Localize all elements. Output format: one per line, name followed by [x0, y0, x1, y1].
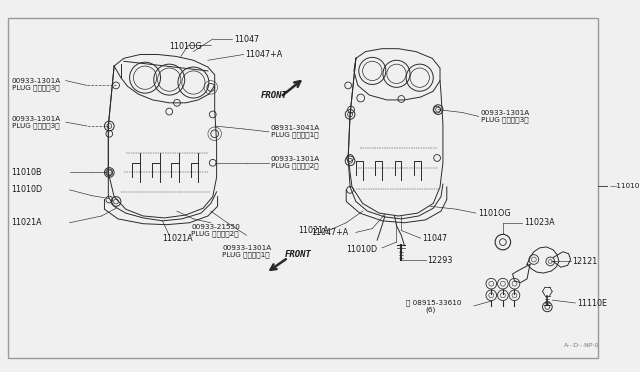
Text: 11047: 11047: [234, 35, 259, 44]
Text: 11047+A: 11047+A: [312, 228, 349, 237]
Text: 11010B: 11010B: [12, 168, 42, 177]
Text: 11047: 11047: [422, 234, 448, 243]
Text: 00933-21550: 00933-21550: [191, 224, 241, 230]
Text: FRONT: FRONT: [285, 250, 312, 259]
Text: 11110E: 11110E: [577, 298, 607, 308]
Text: PLUG プラグ（3）: PLUG プラグ（3）: [12, 84, 60, 91]
Text: 11010D: 11010D: [12, 185, 43, 194]
Text: 11021A: 11021A: [163, 234, 193, 243]
Text: PLUG プラグ（3）: PLUG プラグ（3）: [12, 123, 60, 129]
Text: PLUG プラグ（1）: PLUG プラグ（1）: [271, 131, 319, 138]
Text: PLUG プラグ（1）: PLUG プラグ（1）: [223, 251, 270, 258]
Text: —11010: —11010: [609, 183, 639, 189]
Text: 12121: 12121: [573, 257, 598, 266]
Text: 00933-1301A: 00933-1301A: [481, 109, 530, 115]
Text: 11023A: 11023A: [524, 218, 555, 227]
Text: FRONT: FRONT: [261, 91, 288, 100]
Text: 12293: 12293: [428, 256, 453, 265]
Text: 1101OG: 1101OG: [169, 42, 202, 51]
Text: (6): (6): [426, 307, 436, 313]
Text: PLUG プラグ（2）: PLUG プラグ（2）: [191, 230, 239, 237]
Text: PLUG プラグ（2）: PLUG プラグ（2）: [271, 163, 319, 169]
Text: PLUG プラグ（3）: PLUG プラグ（3）: [481, 116, 528, 123]
Text: 00933-1301A: 00933-1301A: [271, 156, 320, 162]
Text: A···D···NP·0: A···D···NP·0: [564, 343, 600, 349]
Text: 11010D: 11010D: [346, 245, 378, 254]
Text: 1101OG: 1101OG: [477, 209, 510, 218]
Text: 11021A: 11021A: [298, 226, 328, 235]
Text: Ⓥ 08915-33610: Ⓥ 08915-33610: [406, 300, 461, 306]
Text: 00933-1301A: 00933-1301A: [223, 245, 271, 251]
Text: 11021A: 11021A: [12, 218, 42, 227]
Text: 11047+A: 11047+A: [246, 50, 283, 59]
Text: 00933-1301A: 00933-1301A: [12, 78, 61, 84]
Text: 08931-3041A: 08931-3041A: [271, 125, 320, 131]
Text: 00933-1301A: 00933-1301A: [12, 116, 61, 122]
